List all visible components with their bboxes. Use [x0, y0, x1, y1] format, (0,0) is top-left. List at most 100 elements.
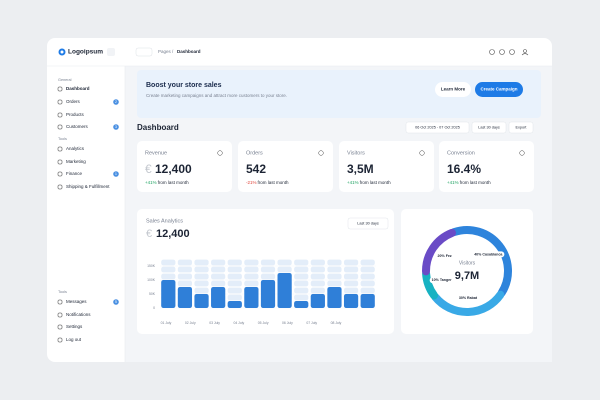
sidebar-item[interactable]: Customers	[66, 124, 89, 129]
bar-track	[360, 266, 375, 273]
bar	[211, 287, 226, 308]
bar-track	[227, 273, 242, 280]
stat-label: Conversion	[447, 150, 475, 156]
sidebar-icon[interactable]	[57, 299, 63, 305]
sidebar-item[interactable]: Notifications	[66, 312, 91, 317]
x-tick-label: 05 July	[258, 321, 269, 325]
sidebar-icon[interactable]	[57, 124, 63, 130]
bar-track	[294, 280, 309, 287]
banner-title: Boost your store sales	[146, 82, 222, 89]
export-label: Export	[516, 126, 528, 130]
bar	[343, 294, 359, 308]
period: Last 30 days	[478, 126, 500, 130]
bar-track	[360, 287, 375, 294]
sidebar-icon[interactable]	[57, 184, 63, 190]
sidebar-section-title: General	[58, 78, 72, 82]
donut-label-bg	[429, 277, 454, 284]
bar-track	[161, 259, 176, 266]
period-select[interactable]	[471, 121, 507, 134]
sidebar-item[interactable]: Finance	[66, 171, 83, 176]
sidebar-item[interactable]: Marketing	[66, 159, 86, 164]
stat-currency: €	[145, 162, 152, 176]
bar-track	[194, 266, 209, 273]
donut-segment	[449, 226, 512, 298]
bar	[327, 287, 342, 308]
collapse-button[interactable]	[107, 48, 115, 56]
banner	[137, 70, 541, 118]
bar	[360, 294, 375, 308]
bar-track	[161, 266, 176, 273]
date-picker[interactable]	[405, 121, 470, 134]
sidebar-item[interactable]: Analytics	[66, 146, 85, 151]
bar-track	[260, 266, 276, 273]
stat-value: 3,5M	[347, 162, 374, 176]
bar-track	[310, 266, 325, 273]
bar-track	[310, 280, 325, 287]
sidebar-item[interactable]: Orders	[66, 99, 81, 104]
bar-track	[310, 287, 325, 294]
breadcrumb-parent: Pages /	[158, 49, 174, 54]
bar	[277, 273, 292, 308]
bar-track	[161, 273, 176, 280]
bar-track	[227, 280, 242, 287]
sidebar-icon[interactable]	[57, 112, 63, 118]
sales-currency: €	[146, 228, 152, 240]
nav-buttons[interactable]	[135, 47, 153, 57]
bar-track	[194, 273, 209, 280]
stat-delta: +41%	[447, 180, 459, 185]
bar-track	[294, 287, 309, 294]
badge	[113, 171, 119, 177]
stat-delta: -21%	[246, 180, 257, 185]
badge-count: 3	[115, 125, 117, 129]
y-tick-label: 100K	[147, 278, 156, 282]
sidebar-icon[interactable]	[57, 337, 63, 343]
bar-track	[177, 273, 193, 280]
sidebar-item[interactable]: Settings	[66, 324, 83, 329]
bar-track	[327, 280, 342, 287]
bar-track	[260, 259, 276, 266]
page-title: Dashboard	[137, 123, 179, 132]
sidebar-icon[interactable]	[57, 171, 63, 177]
bar-track	[343, 287, 359, 294]
sidebar-icon[interactable]	[57, 86, 63, 92]
badge	[113, 124, 119, 130]
badge	[113, 99, 119, 105]
sales-period-select[interactable]	[347, 217, 389, 230]
sidebar-item[interactable]: Messages	[66, 299, 87, 304]
sidebar-item[interactable]: Products	[66, 112, 85, 117]
top-icons[interactable]	[489, 49, 529, 56]
sidebar-icon[interactable]	[57, 146, 63, 152]
x-tick-label: 08 July	[331, 321, 342, 325]
badge-count: 2	[115, 100, 117, 104]
sidebar-icon[interactable]	[57, 99, 63, 105]
y-tick-label: 50K	[149, 292, 156, 296]
sidebar-item[interactable]: Dashboard	[66, 86, 90, 91]
bar	[260, 280, 276, 308]
stat-label: Visitors	[347, 150, 365, 156]
sidebar-icon[interactable]	[57, 159, 63, 165]
bar-track	[277, 266, 292, 273]
stat-delta-text: from last month	[258, 180, 290, 185]
sidebar-icon[interactable]	[57, 324, 63, 330]
stat-value: 542	[246, 162, 266, 176]
donut-label-bg	[435, 252, 454, 259]
bar-track	[343, 266, 359, 273]
sidebar-item[interactable]: Log out	[66, 337, 82, 342]
create-campaign-button[interactable]	[475, 82, 523, 97]
donut-label-bg	[472, 251, 505, 258]
bar-track	[194, 280, 209, 287]
export-button[interactable]	[508, 121, 534, 134]
bar-track	[177, 266, 193, 273]
x-tick-label: 04 July	[233, 321, 244, 325]
sidebar-item[interactable]: Shipping & Fulfillment	[66, 184, 110, 189]
stat-value: 12,400	[155, 162, 192, 176]
sidebar-section-title: Tools	[58, 137, 67, 141]
stat-card	[439, 141, 534, 192]
stat-value: 16.4%	[447, 162, 481, 176]
learn-more-label: Learn More	[441, 87, 466, 92]
sales-title: Sales Analytics	[146, 218, 183, 224]
learn-more-button[interactable]	[435, 82, 471, 97]
stat-icon	[419, 150, 425, 156]
bar-track	[244, 259, 259, 266]
sidebar-icon[interactable]	[57, 312, 63, 318]
